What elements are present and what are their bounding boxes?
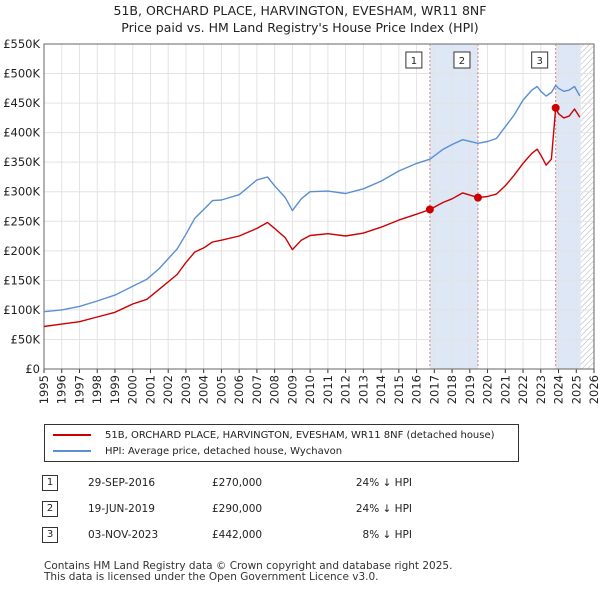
legend-swatch-hpi bbox=[53, 450, 91, 452]
y-tick-label: £100K bbox=[3, 303, 40, 317]
x-tick-label: 2022 bbox=[516, 375, 530, 404]
plot-frame bbox=[43, 43, 595, 370]
chart-title: 51B, ORCHARD PLACE, HARVINGTON, EVESHAM,… bbox=[113, 3, 487, 18]
transaction-number: 2 bbox=[42, 501, 58, 517]
transaction-price: £442,000 bbox=[212, 529, 263, 541]
x-tick-label: 2005 bbox=[214, 375, 228, 404]
x-tick-label: 2008 bbox=[268, 375, 282, 404]
chart-title-block: 51B, ORCHARD PLACE, HARVINGTON, EVESHAM,… bbox=[0, 2, 600, 36]
x-tick-label: 1995 bbox=[37, 375, 51, 404]
sale-marker-box bbox=[405, 51, 423, 69]
transactions-table: 1 29-SEP-2016 £270,000 24% ↓ HPI 2 19-JU… bbox=[40, 470, 412, 548]
legend-item-hpi: HPI: Average price, detached house, Wych… bbox=[53, 445, 342, 459]
x-tick-label: 2015 bbox=[392, 375, 406, 404]
x-tick-label: 1996 bbox=[55, 375, 69, 404]
transaction-date: 29-SEP-2016 bbox=[88, 477, 156, 489]
x-tick-label: 2009 bbox=[285, 375, 299, 404]
x-tick-label: 2012 bbox=[339, 375, 353, 404]
x-tick-label: 1998 bbox=[90, 375, 104, 404]
series-line-property bbox=[43, 107, 581, 328]
table-row: 2 19-JUN-2019 £290,000 24% ↓ HPI bbox=[40, 496, 412, 522]
x-tick-label: 2020 bbox=[481, 375, 495, 404]
y-tick-label: £450K bbox=[3, 96, 40, 110]
x-tick-label: 2021 bbox=[498, 375, 512, 404]
transaction-hpi: 24% ↓ HPI bbox=[355, 477, 412, 489]
legend-swatch-property bbox=[53, 434, 91, 436]
x-tick-label: 1999 bbox=[108, 375, 122, 404]
sale-marker-label: 3 bbox=[536, 56, 542, 67]
y-tick-label: £350K bbox=[3, 155, 40, 169]
y-tick-label: £500K bbox=[3, 67, 40, 81]
x-tick-label: 2001 bbox=[143, 375, 157, 404]
shaded-period bbox=[555, 44, 581, 369]
y-tick-label: £400K bbox=[3, 126, 40, 140]
future-hatch bbox=[580, 44, 594, 369]
legend-label-hpi: HPI: Average price, detached house, Wych… bbox=[105, 446, 343, 457]
x-tick-label: 2013 bbox=[356, 375, 370, 404]
transaction-number: 3 bbox=[42, 527, 58, 543]
x-tick-label: 2004 bbox=[197, 375, 211, 404]
y-tick-label: £550K bbox=[3, 37, 40, 51]
chart-subtitle: Price paid vs. HM Land Registry's House … bbox=[121, 20, 479, 35]
footer: Contains HM Land Registry data © Crown c… bbox=[44, 561, 452, 583]
y-tick-label: £200K bbox=[3, 244, 40, 258]
transaction-date: 19-JUN-2019 bbox=[88, 503, 155, 515]
x-tick-label: 2026 bbox=[587, 375, 600, 404]
x-tick-label: 2017 bbox=[427, 375, 441, 404]
x-tick-label: 2018 bbox=[445, 375, 459, 404]
x-tick-label: 2019 bbox=[463, 375, 477, 404]
x-tick-label: 2024 bbox=[552, 375, 566, 404]
x-tick-label: 2011 bbox=[321, 375, 335, 404]
sale-point bbox=[551, 103, 560, 112]
sale-marker-box bbox=[531, 51, 549, 69]
transaction-date: 03-NOV-2023 bbox=[88, 529, 159, 541]
x-tick-label: 2023 bbox=[534, 375, 548, 404]
y-tick-label: £150K bbox=[3, 273, 40, 287]
legend-label-property: 51B, ORCHARD PLACE, HARVINGTON, EVESHAM,… bbox=[105, 430, 495, 441]
table-row: 3 03-NOV-2023 £442,000 8% ↓ HPI bbox=[40, 522, 412, 548]
sale-point bbox=[425, 205, 434, 214]
transaction-hpi: 8% ↓ HPI bbox=[362, 529, 412, 541]
x-tick-label: 2002 bbox=[161, 375, 175, 404]
x-tick-label: 2010 bbox=[303, 375, 317, 404]
footer-licence: This data is licensed under the Open Gov… bbox=[44, 571, 379, 583]
legend-item-property: 51B, ORCHARD PLACE, HARVINGTON, EVESHAM,… bbox=[53, 429, 495, 443]
transaction-hpi: 24% ↓ HPI bbox=[355, 503, 412, 515]
x-tick-label: 2016 bbox=[410, 375, 424, 404]
transaction-number: 1 bbox=[42, 475, 58, 491]
y-tick-label: £300K bbox=[3, 185, 40, 199]
transaction-price: £290,000 bbox=[212, 503, 263, 515]
table-row: 1 29-SEP-2016 £270,000 24% ↓ HPI bbox=[40, 470, 412, 496]
x-tick-label: 2014 bbox=[374, 375, 388, 404]
x-tick-label: 2000 bbox=[126, 375, 140, 404]
x-tick-label: 2007 bbox=[250, 375, 264, 404]
series-line-hpi bbox=[43, 84, 581, 313]
sale-point bbox=[473, 193, 482, 202]
sale-marker-box bbox=[453, 51, 471, 69]
y-tick-label: £50K bbox=[11, 332, 41, 346]
shaded-period bbox=[429, 44, 478, 369]
price-chart: £0 £50K £100K £150K £200K £250K £300K £350K £400… bbox=[3, 37, 600, 404]
x-tick-label: 2006 bbox=[232, 375, 246, 404]
footer-copyright: Contains HM Land Registry data © Crown c… bbox=[44, 560, 453, 572]
y-tick-label: £250K bbox=[3, 214, 40, 228]
sale-marker-label: 2 bbox=[459, 56, 465, 67]
transaction-price: £270,000 bbox=[212, 477, 263, 489]
legend: 51B, ORCHARD PLACE, HARVINGTON, EVESHAM,… bbox=[44, 424, 519, 462]
x-tick-label: 2025 bbox=[569, 375, 583, 404]
x-tick-label: 1997 bbox=[72, 375, 86, 404]
x-tick-label: 2003 bbox=[179, 375, 193, 404]
sale-marker-label: 1 bbox=[411, 56, 417, 67]
y-tick-label: £0 bbox=[25, 362, 40, 376]
